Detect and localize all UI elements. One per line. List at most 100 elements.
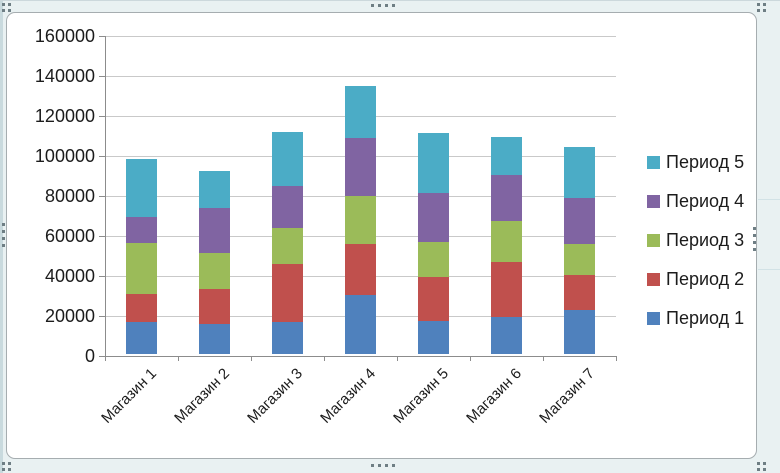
bar-segment-период-5[interactable] xyxy=(199,171,230,208)
legend-item[interactable]: Период 3 xyxy=(647,230,744,250)
bar-segment-период-2[interactable] xyxy=(564,275,595,310)
bar-segment-период-5[interactable] xyxy=(491,137,522,175)
y-axis-tick xyxy=(99,36,105,37)
x-axis-tick xyxy=(470,356,471,361)
bar-segment-период-5[interactable] xyxy=(126,159,157,217)
bar-segment-период-5[interactable] xyxy=(345,86,376,138)
legend-item[interactable]: Период 5 xyxy=(647,152,744,172)
y-axis-tick-label: 0 xyxy=(84,346,95,366)
bar-segment-период-5[interactable] xyxy=(418,133,449,193)
bar-segment-период-4[interactable] xyxy=(126,217,157,243)
y-axis-tick xyxy=(99,76,105,77)
bar-segment-период-3[interactable] xyxy=(345,196,376,244)
x-axis-tick xyxy=(324,356,325,361)
bar-column xyxy=(564,147,595,354)
bar-segment-период-1[interactable] xyxy=(418,321,449,354)
bar-segment-период-4[interactable] xyxy=(345,138,376,196)
selection-handle-top-left[interactable] xyxy=(2,3,11,12)
y-axis-tick-label: 80000 xyxy=(44,186,95,206)
bar-segment-период-1[interactable] xyxy=(564,310,595,354)
selection-handle-top-right[interactable] xyxy=(757,3,766,12)
bar-segment-период-2[interactable] xyxy=(491,262,522,317)
bar-segment-период-3[interactable] xyxy=(418,242,449,277)
bar-segment-период-4[interactable] xyxy=(272,186,303,228)
bar-segment-период-4[interactable] xyxy=(418,193,449,242)
bar-segment-период-5[interactable] xyxy=(272,132,303,186)
bar-segment-период-1[interactable] xyxy=(126,322,157,354)
bar-segment-период-2[interactable] xyxy=(418,277,449,321)
y-axis-tick xyxy=(99,316,105,317)
y-axis-tick xyxy=(99,236,105,237)
bar-segment-период-4[interactable] xyxy=(199,208,230,253)
y-axis-tick-label: 20000 xyxy=(44,306,95,326)
x-axis-tick xyxy=(105,356,106,361)
bar-segment-период-1[interactable] xyxy=(199,324,230,354)
y-axis-tick-label: 40000 xyxy=(44,266,95,286)
bar-segment-период-4[interactable] xyxy=(564,198,595,244)
bar-segment-период-1[interactable] xyxy=(272,322,303,354)
bar-column xyxy=(199,171,230,354)
y-axis-tick-label: 100000 xyxy=(34,146,95,166)
worksheet-gridline xyxy=(758,199,780,200)
selection-handle-bottom-right[interactable] xyxy=(757,462,766,471)
legend-swatch xyxy=(647,233,660,247)
x-axis-tick xyxy=(251,356,252,361)
bar-segment-период-2[interactable] xyxy=(345,244,376,295)
y-axis-tick xyxy=(99,116,105,117)
bar-column xyxy=(345,86,376,354)
y-axis-tick xyxy=(99,196,105,197)
legend-label: Период 4 xyxy=(666,190,745,211)
x-axis-tick xyxy=(397,356,398,361)
bar-segment-период-3[interactable] xyxy=(272,228,303,264)
y-axis-tick-label: 160000 xyxy=(34,26,95,46)
selection-handle-bottom-left[interactable] xyxy=(2,462,11,471)
y-axis-tick xyxy=(99,356,105,357)
bar-segment-период-3[interactable] xyxy=(491,221,522,262)
y-axis-tick xyxy=(99,276,105,277)
y-axis-tick-label: 140000 xyxy=(34,66,95,86)
worksheet-left-edge xyxy=(0,1,3,473)
legend-label: Период 3 xyxy=(666,229,745,250)
bar-segment-период-1[interactable] xyxy=(491,317,522,354)
bar-segment-период-1[interactable] xyxy=(345,295,376,354)
chart-object[interactable]: 0 20000 40000 60000 80000 100000 120000 140000 1… xyxy=(6,12,757,459)
plot-area: 0 20000 40000 60000 80000 100000 120000 140000 1… xyxy=(7,13,756,458)
gridline xyxy=(106,76,616,77)
legend-swatch xyxy=(647,272,660,286)
selection-handle-left[interactable] xyxy=(2,223,5,247)
legend-label: Период 5 xyxy=(666,151,745,172)
legend-swatch xyxy=(647,155,660,169)
x-axis-tick xyxy=(616,356,617,361)
selection-handle-bottom[interactable] xyxy=(371,464,395,467)
x-axis-tick xyxy=(178,356,179,361)
y-axis-tick-label: 60000 xyxy=(44,226,95,246)
selection-handle-right[interactable] xyxy=(753,227,756,251)
bar-segment-период-3[interactable] xyxy=(199,253,230,289)
legend-swatch xyxy=(647,194,660,208)
bar-segment-период-4[interactable] xyxy=(491,175,522,221)
y-axis-line xyxy=(105,36,106,356)
selection-handle-top[interactable] xyxy=(371,4,395,7)
legend-item[interactable]: Период 2 xyxy=(647,269,744,289)
legend-item[interactable]: Период 4 xyxy=(647,191,744,211)
y-axis-tick xyxy=(99,156,105,157)
bar-segment-период-2[interactable] xyxy=(272,264,303,322)
bar-segment-период-3[interactable] xyxy=(564,244,595,275)
worksheet-gridline xyxy=(758,269,780,270)
legend: Период 5 Период 4 Период 3 Период 2 Период 1 xyxy=(647,152,744,328)
bar-column xyxy=(272,132,303,354)
x-axis-line xyxy=(104,356,617,357)
legend-swatch xyxy=(647,311,660,325)
bar-column xyxy=(126,159,157,354)
legend-label: Период 1 xyxy=(666,307,745,328)
bar-segment-период-2[interactable] xyxy=(126,294,157,322)
x-axis-tick xyxy=(543,356,544,361)
bar-segment-период-3[interactable] xyxy=(126,243,157,294)
bar-segment-период-5[interactable] xyxy=(564,147,595,198)
gridline xyxy=(106,36,616,37)
y-axis-tick-label: 120000 xyxy=(34,106,95,126)
legend-label: Период 2 xyxy=(666,268,745,289)
legend-item[interactable]: Период 1 xyxy=(647,308,744,328)
bar-segment-период-2[interactable] xyxy=(199,289,230,324)
